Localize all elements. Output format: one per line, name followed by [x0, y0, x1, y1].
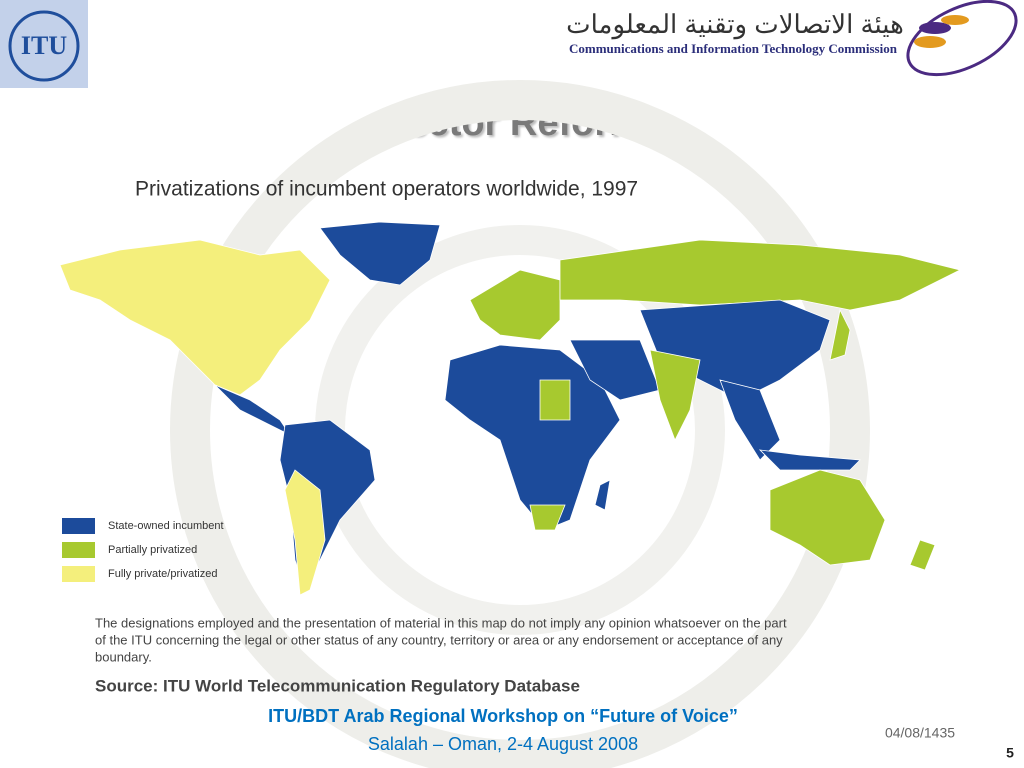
- footer-event: ITU/BDT Arab Regional Workshop on “Futur…: [268, 706, 738, 726]
- region: [569, 339, 661, 401]
- footer-location: Salalah – Oman, 2-4 August 2008: [368, 734, 638, 754]
- org-arabic: هيئة الاتصالات وتقنية المعلومات: [566, 9, 904, 40]
- region: [719, 379, 781, 461]
- itu-logo: [0, 0, 88, 88]
- citc-logo: [906, 0, 1018, 77]
- itu-logo-text: ITU: [21, 31, 67, 60]
- source: Source: ITU World Telecommunication Regu…: [95, 676, 580, 695]
- region: [469, 269, 561, 341]
- region: [649, 349, 701, 441]
- disclaimer: The designations employed and the presen…: [95, 615, 787, 630]
- itu-logo-ring: [8, 10, 80, 82]
- footer-date: 04/08/1435: [885, 725, 955, 741]
- map-title: Privatizations of incumbent operators wo…: [135, 178, 638, 201]
- region: [284, 469, 326, 596]
- legend-label: Partially privatized: [108, 544, 197, 556]
- legend-swatch: [62, 542, 95, 558]
- page-number: 5: [1006, 745, 1014, 761]
- org-english: Communications and Information Technolog…: [569, 41, 898, 56]
- region: [319, 221, 441, 286]
- region: [529, 504, 566, 531]
- region: [539, 379, 571, 421]
- region: [769, 469, 886, 566]
- region: [59, 239, 331, 396]
- region: [909, 539, 936, 571]
- legend-swatch: [62, 566, 95, 582]
- legend-label: State-owned incumbent: [108, 520, 224, 532]
- region: [559, 239, 962, 311]
- map-panel: Privatizations of incumbent operators wo…: [48, 80, 1000, 768]
- region: [758, 449, 861, 471]
- legend-label: Fully private/privatized: [108, 568, 217, 580]
- region: [829, 308, 851, 361]
- disclaimer: of the ITU concerning the legal or other…: [95, 632, 783, 647]
- legend-swatch: [62, 518, 95, 534]
- disclaimer: boundary.: [95, 649, 152, 664]
- region: [444, 344, 621, 531]
- region: [594, 479, 611, 511]
